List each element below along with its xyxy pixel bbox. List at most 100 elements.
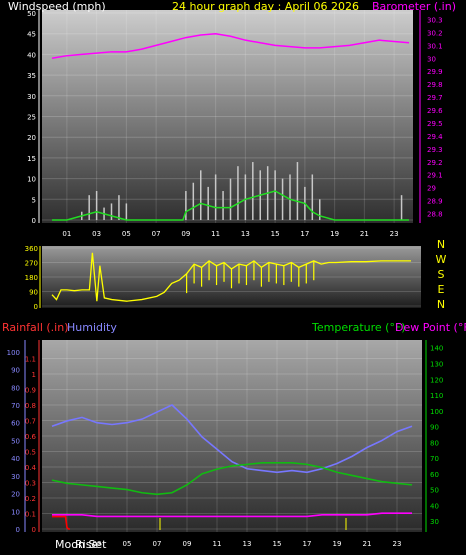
- rain-axis-tick: 0.3: [25, 480, 36, 488]
- rain-axis-tick: 1: [32, 371, 36, 379]
- baro-axis-tick: 29.9: [427, 68, 443, 76]
- baro-axis-tick: 29.4: [427, 133, 443, 141]
- humidity-axis-tick: 0: [16, 526, 20, 534]
- baro-axis-tick: 29.3: [427, 146, 443, 154]
- wind-axis-tick: 40: [27, 51, 36, 59]
- moonrise-label: Rise: [75, 538, 98, 551]
- temperature-axis-tick: 40: [430, 502, 439, 510]
- temperature-label: Temperature (°F): [311, 321, 406, 334]
- hour-tick: 23: [393, 540, 402, 548]
- baro-axis-tick: 29.5: [427, 120, 443, 128]
- compass-label: N: [437, 298, 445, 311]
- temperature-axis-tick: 140: [430, 345, 443, 353]
- hour-tick: 03: [93, 540, 102, 548]
- hour-tick: 11: [213, 540, 222, 548]
- humidity-label: Humidity: [67, 321, 117, 334]
- baro-axis-tick: 28.8: [427, 211, 443, 219]
- direction-axis-tick: 180: [25, 274, 38, 282]
- hour-tick: 23: [390, 230, 399, 238]
- baro-axis-tick: 29.2: [427, 159, 443, 167]
- rainfall-line: [52, 515, 70, 530]
- rainfall-label: Rainfall (.in): [2, 321, 69, 334]
- hour-tick: 05: [123, 540, 132, 548]
- baro-axis-tick: 29.8: [427, 81, 443, 89]
- humidity-axis-tick: 50: [11, 437, 20, 445]
- baro-axis-tick: 29.1: [427, 172, 443, 180]
- rain-axis-tick: 0.8: [25, 402, 36, 410]
- rain-axis-tick: 0.6: [25, 433, 37, 441]
- hour-tick: 19: [333, 540, 342, 548]
- rain-axis-tick: 0.5: [25, 449, 36, 457]
- hour-tick: 15: [271, 230, 280, 238]
- humidity-axis-tick: 60: [11, 420, 20, 428]
- baro-axis-tick: 30.1: [427, 42, 443, 50]
- windspeed-label: Windspeed (mph): [8, 0, 106, 13]
- hour-tick: 07: [152, 230, 161, 238]
- rain-axis-tick: 0.7: [25, 418, 36, 426]
- temperature-axis-tick: 60: [430, 471, 439, 479]
- wind-axis-tick: 10: [27, 176, 36, 184]
- hour-tick: 15: [273, 540, 282, 548]
- hour-tick: 21: [363, 540, 372, 548]
- direction-axis-tick: 360: [25, 245, 38, 253]
- compass-label: E: [438, 283, 445, 296]
- temperature-line: [51, 461, 413, 496]
- humidity-axis-tick: 20: [11, 491, 20, 499]
- moonset-label: Moon Set: [55, 538, 107, 551]
- barometer-line: [51, 32, 410, 60]
- humidity-line: [51, 404, 413, 474]
- wind-axis-tick: 50: [27, 10, 36, 18]
- hour-tick: 19: [330, 230, 339, 238]
- hour-tick: 03: [92, 230, 101, 238]
- hour-tick: 05: [122, 230, 131, 238]
- rain-axis-tick: 1.1: [25, 356, 36, 364]
- wind-axis-tick: 25: [27, 114, 36, 122]
- hour-tick: 09: [181, 230, 190, 238]
- baro-axis-tick: 29.7: [427, 94, 443, 102]
- wind-axis-tick: 5: [32, 196, 36, 204]
- hour-tick: 17: [303, 540, 312, 548]
- humidity-axis-tick: 100: [7, 349, 20, 357]
- hour-tick: 13: [241, 230, 250, 238]
- baro-axis-tick: 30.2: [427, 29, 443, 37]
- wind-axis-tick: 15: [27, 155, 36, 163]
- rain-axis-tick: 0: [32, 526, 36, 534]
- temperature-axis-tick: 70: [430, 455, 439, 463]
- rain-axis-tick: 0.4: [25, 464, 37, 472]
- dewpoint-label: Dew Point (°F): [395, 321, 466, 334]
- barometer-label: Barometer (.in): [372, 0, 456, 13]
- hour-tick: 13: [243, 540, 252, 548]
- graph-title: 24 hour graph day : April 06 2026: [172, 0, 359, 13]
- temperature-axis-tick: 130: [430, 360, 443, 368]
- compass-label: S: [438, 268, 445, 281]
- direction-axis-tick: 270: [25, 260, 38, 268]
- temperature-axis-tick: 50: [430, 487, 439, 495]
- wind-axis-tick: 0: [32, 217, 36, 225]
- dewpoint-line: [52, 512, 412, 518]
- baro-axis-tick: 28.9: [427, 198, 443, 206]
- direction-axis-tick: 90: [29, 289, 38, 297]
- humidity-axis-tick: 10: [11, 508, 20, 516]
- hour-tick: 21: [360, 230, 369, 238]
- hour-tick: 09: [183, 540, 192, 548]
- temperature-axis-tick: 30: [430, 518, 439, 526]
- rain-axis-tick: 0.9: [25, 387, 36, 395]
- humidity-axis-tick: 40: [11, 455, 20, 463]
- wind-axis-tick: 35: [27, 72, 36, 80]
- temperature-axis-tick: 100: [430, 408, 443, 416]
- hour-tick: 07: [153, 540, 162, 548]
- humidity-axis-tick: 30: [11, 473, 20, 481]
- direction-line: [51, 252, 411, 302]
- avg-wind-line: [52, 190, 409, 221]
- compass-label: N: [437, 238, 445, 251]
- temperature-axis-tick: 90: [430, 424, 439, 432]
- baro-axis-tick: 29: [427, 185, 436, 193]
- hour-tick: 01: [62, 230, 71, 238]
- compass-label: W: [436, 253, 447, 266]
- temperature-axis-tick: 110: [430, 392, 443, 400]
- baro-axis-tick: 30.3: [427, 16, 443, 24]
- wind-axis-tick: 45: [27, 31, 36, 39]
- baro-axis-tick: 29.6: [427, 107, 443, 115]
